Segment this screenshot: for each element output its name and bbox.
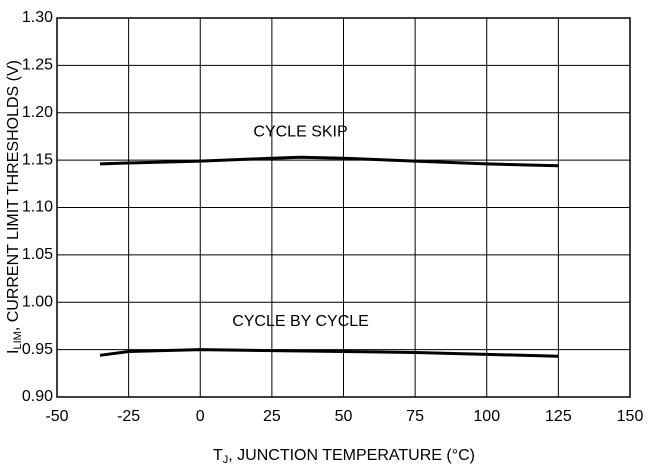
x-tick-label: 150 bbox=[617, 408, 644, 425]
y-tick-label: 1.25 bbox=[22, 57, 53, 74]
y-tick-label: 0.95 bbox=[22, 341, 53, 358]
y-tick-label: 1.00 bbox=[22, 293, 53, 310]
x-tick-label: -25 bbox=[117, 408, 140, 425]
x-tick-label: 100 bbox=[473, 408, 500, 425]
y-tick-label: 1.10 bbox=[22, 199, 53, 216]
y-tick-label: 1.15 bbox=[22, 151, 53, 168]
y-tick-label: 0.90 bbox=[22, 388, 53, 405]
x-tick-label: 125 bbox=[545, 408, 572, 425]
y-tick-label: 1.30 bbox=[22, 9, 53, 26]
x-tick-label: -50 bbox=[45, 408, 68, 425]
x-axis-label: TJ, JUNCTION TEMPERATURE (°C) bbox=[213, 447, 475, 465]
line bbox=[99, 155, 559, 168]
y-tick-label: 1.20 bbox=[22, 104, 53, 121]
annotation: CYCLE BY CYCLE bbox=[232, 313, 369, 330]
x-tick-label: 25 bbox=[263, 408, 281, 425]
x-tick-label: 50 bbox=[335, 408, 353, 425]
y-axis-label: ILIM, CURRENT LIMIT THRESHOLDS (V) bbox=[5, 60, 24, 354]
y-tick-label: 1.05 bbox=[22, 246, 53, 263]
line bbox=[99, 348, 559, 358]
x-tick-label: 0 bbox=[196, 408, 205, 425]
annotation: CYCLE SKIP bbox=[253, 123, 347, 140]
x-tick-label: 75 bbox=[406, 408, 424, 425]
